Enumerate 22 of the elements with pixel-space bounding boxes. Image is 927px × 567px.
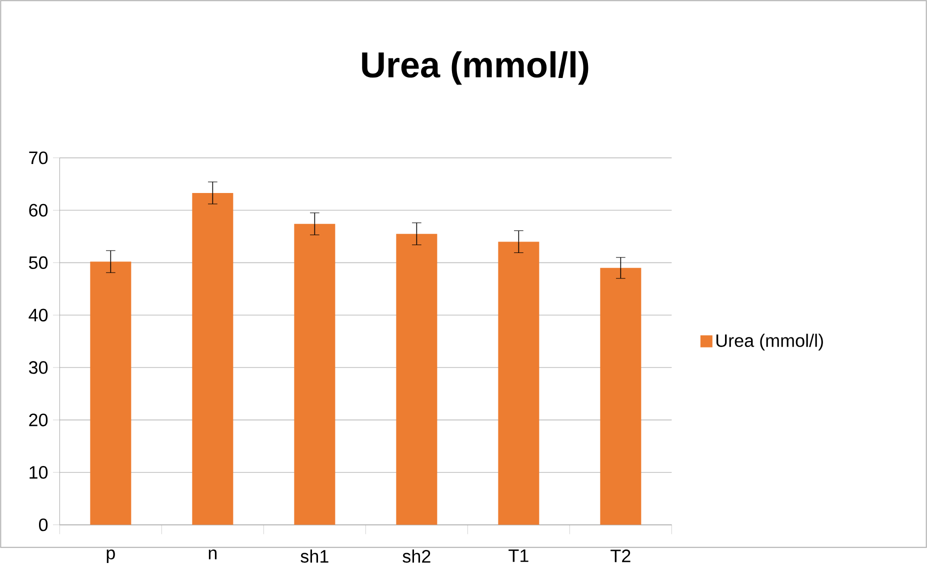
bar xyxy=(192,192,234,525)
y-tick-label: 60 xyxy=(29,204,48,216)
bar xyxy=(90,261,132,525)
bar xyxy=(396,234,438,525)
legend-label: Urea (mmol/l) xyxy=(716,334,823,350)
x-tick-label: sh2 xyxy=(402,549,430,563)
x-tick-label: sh1 xyxy=(300,549,328,563)
y-tick-label: 50 xyxy=(28,256,48,269)
y-tick-label: 30 xyxy=(28,360,48,374)
y-tick-label: 10 xyxy=(30,466,48,479)
x-tick-label: n xyxy=(208,549,217,560)
bar xyxy=(600,268,642,525)
bar xyxy=(498,242,540,525)
chart-title: Urea (mmol/l) xyxy=(362,51,588,85)
y-tick-label: 70 xyxy=(29,151,48,164)
y-tick-label: 40 xyxy=(28,308,48,322)
x-tick-label: T1 xyxy=(508,549,528,562)
x-tick-label: T2 xyxy=(610,549,630,562)
y-tick-label: 0 xyxy=(38,518,48,531)
bar xyxy=(294,224,336,525)
x-tick-label: p xyxy=(106,549,115,563)
y-tick-label: 20 xyxy=(29,413,48,426)
